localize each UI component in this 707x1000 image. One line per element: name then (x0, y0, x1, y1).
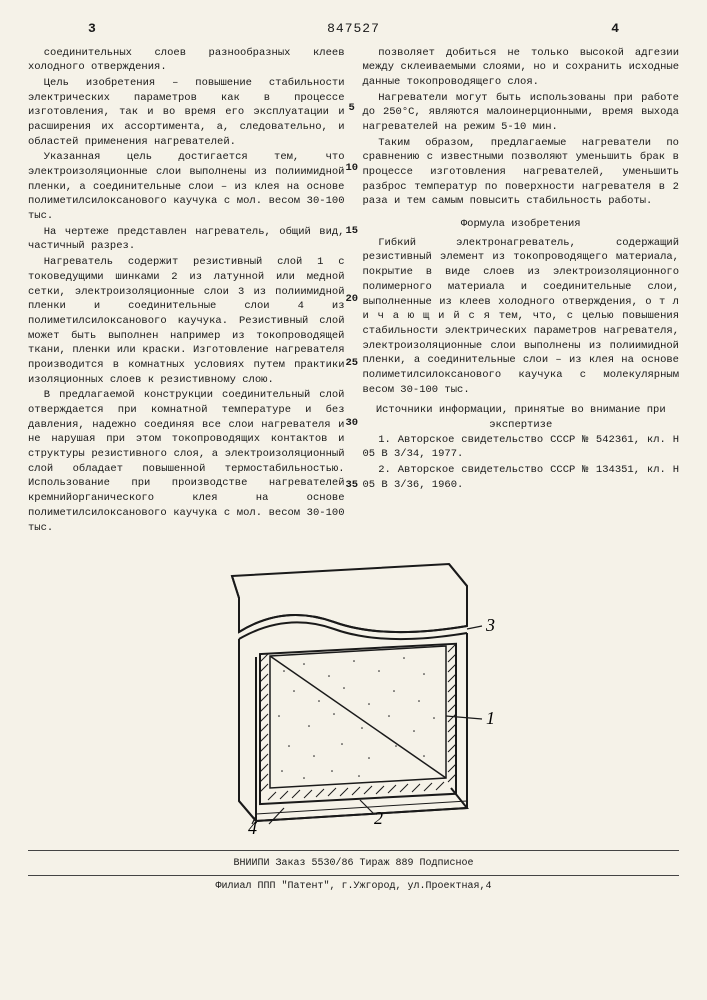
para: соединительных слоев разнообразных клеев… (28, 46, 345, 75)
diagram-label-4: 4 (248, 818, 257, 836)
sources-title: Источники информации, принятые во вниман… (363, 403, 680, 432)
line-number: 15 (346, 224, 359, 239)
left-page-number: 3 (88, 20, 96, 38)
line-number: 10 (346, 161, 359, 176)
para: В предлагаемой конструкции соединительны… (28, 388, 345, 535)
para: На чертеже представлен нагреватель, общи… (28, 225, 345, 254)
patent-number: 847527 (327, 20, 380, 38)
footer-vniipi: ВНИИПИ Заказ 5530/86 Тираж 889 Подписное (28, 850, 679, 871)
para: Нагреватели могут быть использованы при … (363, 91, 680, 135)
para: Таким образом, предлагаемые нагреватели … (363, 136, 680, 209)
line-number: 35 (346, 478, 359, 493)
heater-diagram: 3 1 2 4 (184, 556, 524, 836)
left-column: соединительных слоев разнообразных клеев… (28, 46, 345, 537)
line-number: 30 (346, 416, 359, 431)
line-number: 5 (349, 101, 355, 116)
diagram-label-2: 2 (374, 808, 383, 828)
para: Нагреватель содержит резистивный слой 1 … (28, 255, 345, 387)
patent-page: 3 847527 4 соединительных слоев разнообр… (0, 0, 707, 1000)
para-claim: Гибкий электронагреватель, содержащий ре… (363, 236, 680, 398)
para: Цель изобретения – повышение стабильност… (28, 76, 345, 149)
right-column: 5 10 15 20 25 30 35 позволяет добиться н… (363, 46, 680, 537)
para: позволяет добиться не только высокой адг… (363, 46, 680, 90)
right-page-number: 4 (611, 20, 619, 38)
source-ref: 1. Авторское свидетельство СССР № 542361… (363, 433, 680, 462)
source-ref: 2. Авторское свидетельство СССР № 134351… (363, 463, 680, 492)
text-columns: соединительных слоев разнообразных клеев… (28, 46, 679, 537)
footer-address: Филиал ППП "Патент", г.Ужгород, ул.Проек… (28, 875, 679, 894)
diagram-label-1: 1 (486, 708, 495, 728)
diagram-label-3: 3 (485, 615, 495, 635)
page-footer: ВНИИПИ Заказ 5530/86 Тираж 889 Подписное… (28, 850, 679, 893)
line-number: 25 (346, 356, 359, 371)
line-number: 20 (346, 292, 359, 307)
para: Указанная цель достигается тем, что элек… (28, 150, 345, 223)
page-header: 3 847527 4 (28, 20, 679, 38)
formula-title: Формула изобретения (363, 217, 680, 232)
